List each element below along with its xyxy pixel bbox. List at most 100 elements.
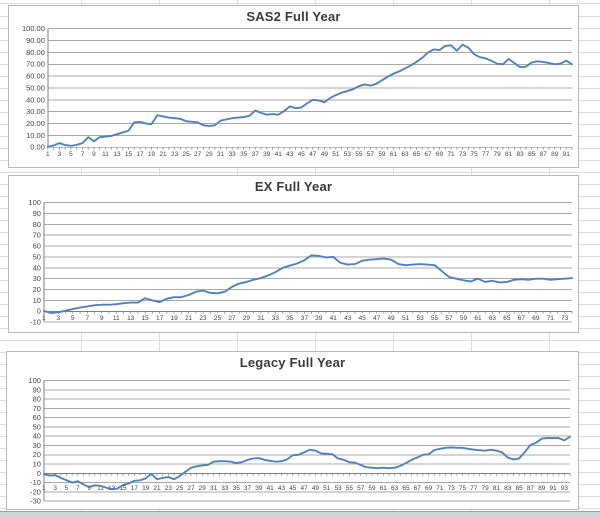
svg-text:85: 85 — [516, 485, 524, 492]
svg-text:3: 3 — [57, 315, 61, 322]
svg-text:41: 41 — [330, 315, 338, 322]
svg-text:35: 35 — [233, 485, 241, 492]
svg-text:19: 19 — [142, 485, 150, 492]
svg-text:31: 31 — [217, 151, 225, 158]
svg-text:40.00: 40.00 — [26, 95, 45, 104]
svg-text:7: 7 — [76, 485, 80, 492]
svg-text:1: 1 — [46, 151, 50, 158]
svg-text:17: 17 — [131, 485, 139, 492]
svg-text:9: 9 — [92, 151, 96, 158]
svg-text:55: 55 — [355, 151, 363, 158]
svg-text:30.00: 30.00 — [26, 107, 45, 116]
svg-text:0: 0 — [37, 469, 41, 478]
svg-text:69: 69 — [436, 151, 444, 158]
svg-text:79: 79 — [494, 151, 502, 158]
svg-text:7: 7 — [81, 151, 85, 158]
svg-text:23: 23 — [171, 151, 179, 158]
svg-text:50: 50 — [33, 422, 41, 431]
svg-text:70: 70 — [33, 404, 41, 413]
svg-text:40: 40 — [33, 432, 41, 441]
svg-text:73: 73 — [459, 151, 467, 158]
svg-text:81: 81 — [505, 151, 513, 158]
chart-legacy-full-year[interactable]: -30 -20 -10 0 10 20 30 40 50 60 70 80 90 100 1 3 5 7 9 11 13… — [6, 351, 579, 510]
svg-text:9: 9 — [100, 315, 104, 322]
svg-text:51: 51 — [323, 485, 331, 492]
svg-text:80: 80 — [33, 395, 41, 404]
svg-text:57: 57 — [367, 151, 375, 158]
svg-text:71: 71 — [436, 485, 444, 492]
svg-text:29: 29 — [243, 315, 251, 322]
svg-text:65: 65 — [503, 315, 511, 322]
svg-text:13: 13 — [127, 315, 135, 322]
svg-text:91: 91 — [549, 485, 557, 492]
svg-text:3: 3 — [53, 485, 57, 492]
svg-text:59: 59 — [460, 315, 468, 322]
svg-text:90: 90 — [33, 385, 41, 394]
svg-text:41: 41 — [275, 151, 283, 158]
svg-text:43: 43 — [278, 485, 286, 492]
svg-text:5: 5 — [65, 485, 69, 492]
svg-text:63: 63 — [401, 151, 409, 158]
chart-title-ex: EX Full Year — [254, 179, 333, 194]
svg-text:77: 77 — [482, 151, 490, 158]
svg-text:5: 5 — [69, 151, 73, 158]
svg-text:29: 29 — [199, 485, 207, 492]
svg-text:89: 89 — [538, 485, 546, 492]
svg-text:5: 5 — [71, 315, 75, 322]
svg-text:53: 53 — [344, 151, 352, 158]
chart-ex-full-year[interactable]: -10 0 10 20 30 40 50 60 70 80 90 100 1 3 5 7 9 11 13 15 17 19… — [8, 175, 579, 333]
svg-text:61: 61 — [390, 151, 398, 158]
svg-text:-10: -10 — [30, 478, 41, 487]
svg-text:83: 83 — [504, 485, 512, 492]
svg-text:10: 10 — [33, 460, 41, 469]
svg-text:17: 17 — [156, 315, 164, 322]
svg-text:11: 11 — [102, 151, 109, 158]
svg-text:45: 45 — [289, 485, 297, 492]
svg-text:35: 35 — [286, 315, 294, 322]
svg-text:27: 27 — [228, 315, 236, 322]
svg-text:-30: -30 — [30, 497, 41, 506]
svg-text:40: 40 — [33, 263, 41, 272]
svg-text:9: 9 — [87, 485, 91, 492]
chart-sas2-full-year[interactable]: 0.00 10.00 20.00 30.00 40.00 50.00 60.00 70.00 8… — [8, 5, 579, 168]
svg-text:0.00: 0.00 — [30, 143, 45, 152]
svg-text:37: 37 — [301, 315, 309, 322]
svg-text:33: 33 — [229, 151, 237, 158]
svg-text:65: 65 — [413, 151, 421, 158]
svg-text:61: 61 — [380, 485, 388, 492]
svg-text:69: 69 — [425, 485, 433, 492]
svg-text:53: 53 — [416, 315, 424, 322]
svg-text:80.00: 80.00 — [26, 48, 45, 57]
svg-text:67: 67 — [414, 485, 422, 492]
svg-text:3: 3 — [58, 151, 62, 158]
svg-text:15: 15 — [125, 151, 133, 158]
svg-text:31: 31 — [210, 485, 218, 492]
svg-text:23: 23 — [199, 315, 207, 322]
svg-text:30: 30 — [33, 441, 41, 450]
svg-text:15: 15 — [119, 485, 127, 492]
svg-text:33: 33 — [221, 485, 229, 492]
svg-text:41: 41 — [267, 485, 275, 492]
svg-text:71: 71 — [447, 151, 455, 158]
svg-text:11: 11 — [113, 315, 120, 322]
svg-text:69: 69 — [532, 315, 540, 322]
svg-text:7: 7 — [85, 315, 89, 322]
svg-text:87: 87 — [527, 485, 535, 492]
svg-text:30: 30 — [33, 274, 41, 283]
svg-text:59: 59 — [378, 151, 386, 158]
svg-text:47: 47 — [373, 315, 381, 322]
svg-text:63: 63 — [391, 485, 399, 492]
svg-text:55: 55 — [431, 315, 439, 322]
svg-text:1: 1 — [42, 315, 46, 322]
svg-text:75: 75 — [459, 485, 467, 492]
svg-text:51: 51 — [332, 151, 340, 158]
svg-text:59: 59 — [368, 485, 376, 492]
svg-text:63: 63 — [489, 315, 497, 322]
svg-text:73: 73 — [561, 315, 569, 322]
svg-text:39: 39 — [263, 151, 271, 158]
svg-text:29: 29 — [206, 151, 214, 158]
svg-text:67: 67 — [424, 151, 432, 158]
svg-text:25: 25 — [176, 485, 184, 492]
svg-text:47: 47 — [309, 151, 317, 158]
